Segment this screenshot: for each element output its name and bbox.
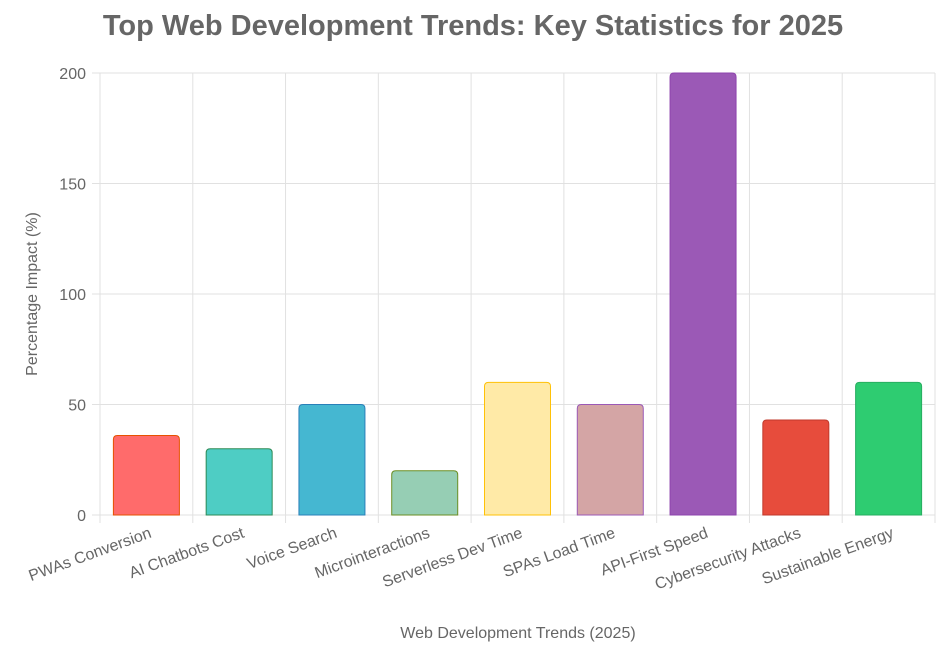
x-axis-label: Web Development Trends (2025): [400, 625, 635, 642]
bar[interactable]: [762, 419, 830, 516]
chart-title: Top Web Development Trends: Key Statisti…: [103, 10, 843, 42]
y-tick-label: 100: [59, 287, 86, 304]
y-tick-label: 0: [77, 508, 86, 525]
bar[interactable]: [205, 448, 273, 516]
bar[interactable]: [298, 404, 366, 516]
y-tick-label: 200: [59, 66, 86, 83]
bar[interactable]: [391, 470, 459, 516]
bar[interactable]: [576, 404, 644, 516]
bar[interactable]: [484, 381, 551, 516]
bar[interactable]: [669, 72, 737, 516]
y-tick-label: 50: [68, 398, 86, 415]
bar[interactable]: [855, 381, 923, 516]
bar[interactable]: [112, 434, 180, 516]
y-axis-label: Percentage Impact (%): [24, 212, 41, 376]
y-tick-label: 150: [59, 177, 86, 194]
